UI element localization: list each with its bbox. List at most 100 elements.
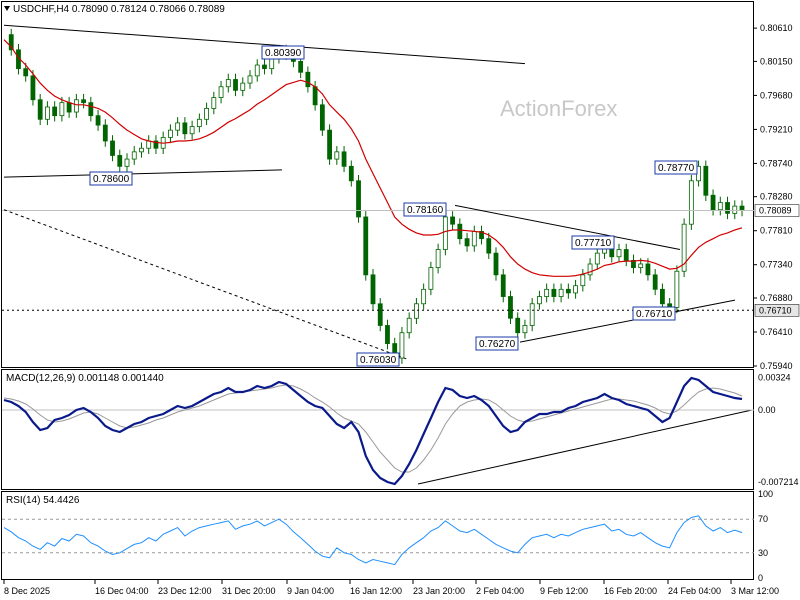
candle-body (674, 270, 680, 308)
macd-signal-line (3, 384, 743, 473)
current-price-badge: 0.78089 (754, 204, 800, 217)
candle (233, 73, 238, 97)
price-tick-label: 0.78280 (760, 192, 793, 202)
candle-body (233, 79, 238, 91)
candle-body (110, 140, 115, 156)
candle-body (428, 267, 434, 290)
price-callout: 0.76710 (632, 306, 676, 321)
moving-average-line (3, 39, 743, 277)
price-callout-label: 0.78770 (658, 163, 695, 174)
price-tick-label: 0.80610 (760, 23, 793, 33)
candle-body (406, 317, 412, 334)
candle-body (45, 106, 50, 120)
candle-body (81, 99, 86, 104)
candle (725, 196, 730, 220)
price-callout: 0.77710 (571, 235, 615, 250)
candle (479, 225, 484, 245)
price-tick-label: 0.79680 (760, 90, 793, 100)
candle-body (435, 249, 441, 269)
candle-body (652, 274, 658, 290)
candle-body (37, 99, 43, 120)
candle (710, 189, 716, 216)
candle-body (558, 288, 564, 297)
candle (508, 290, 513, 325)
date-tick-label: 2 Feb 04:00 (476, 586, 524, 596)
watermark: ActionForex (500, 96, 617, 121)
macd-header: MACD(12,26,9) 0.001148 0.001440 (6, 373, 164, 384)
price-callout-label: 0.76710 (636, 309, 673, 320)
candle-body (23, 68, 29, 77)
candle-body (131, 151, 137, 160)
candle (175, 117, 181, 136)
rsi-tick-label: 0 (758, 573, 763, 583)
candle-body (457, 223, 463, 240)
current-price-badge-box (754, 204, 800, 217)
macd-tick-label: 0.00 (758, 405, 776, 415)
candle (189, 120, 195, 140)
candle-body (500, 274, 506, 297)
candle-body (211, 97, 217, 109)
candle (37, 93, 43, 126)
candle-body (638, 263, 644, 269)
candle-body (124, 158, 130, 167)
date-tick-label: 9 Feb 12:00 (540, 586, 588, 596)
candle (471, 225, 477, 252)
candle-body (117, 155, 123, 167)
rsi-tick-label: 30 (758, 548, 768, 558)
candle-body (486, 238, 492, 254)
candle (414, 297, 419, 325)
candle-body (450, 216, 455, 225)
price-callout-box (89, 171, 133, 186)
candle (580, 269, 586, 292)
candle (732, 200, 738, 220)
candle (616, 243, 622, 263)
candle-body (73, 99, 79, 113)
price-callout-box (475, 336, 519, 351)
candle-body (262, 64, 267, 70)
date-tick-label: 16 Feb 20:00 (604, 586, 657, 596)
triangle-upper-line (454, 204, 681, 251)
candle (110, 135, 115, 162)
candle (66, 96, 72, 118)
candle (493, 247, 499, 281)
candle (739, 200, 745, 217)
candle-body (225, 79, 231, 88)
price-tick-label: 0.76880 (760, 293, 793, 303)
price-tick-label: 0.76410 (760, 327, 793, 337)
candle-body (725, 202, 730, 214)
candle-body (298, 61, 304, 73)
candle (262, 59, 267, 75)
candle (247, 70, 253, 89)
candle-body (710, 194, 716, 211)
price-callout-box (571, 235, 615, 250)
candle (95, 109, 101, 131)
candle-body (385, 325, 390, 344)
level-price-badge-text: 0.76710 (759, 305, 792, 315)
candle-body (218, 86, 224, 98)
candle-body (645, 263, 651, 276)
candle (631, 254, 636, 274)
candle-body (312, 86, 318, 106)
candle (652, 269, 658, 296)
candle-body (493, 252, 499, 276)
date-tick-label: 3 Mar 12:00 (731, 586, 779, 596)
price-tick-label: 0.77340 (760, 260, 793, 270)
date-tick-label: 9 Jan 04:00 (287, 586, 334, 596)
price-callout-label: 0.76030 (360, 355, 397, 366)
price-callout-box (654, 160, 698, 175)
candle-body (319, 104, 325, 131)
candle (348, 160, 354, 187)
price-tick-label: 0.80150 (760, 56, 793, 66)
candle (406, 312, 412, 339)
candle-body (363, 216, 369, 276)
candle (356, 174, 361, 223)
candle-body (153, 140, 159, 149)
collapse-triangle-icon[interactable] (4, 6, 10, 11)
price-tick-label: 0.78740 (760, 158, 793, 168)
candle (240, 77, 246, 97)
candle-body (305, 71, 311, 88)
candle (565, 283, 571, 299)
date-tick-label: 8 Dec 2025 (4, 586, 50, 596)
candle (717, 196, 723, 216)
